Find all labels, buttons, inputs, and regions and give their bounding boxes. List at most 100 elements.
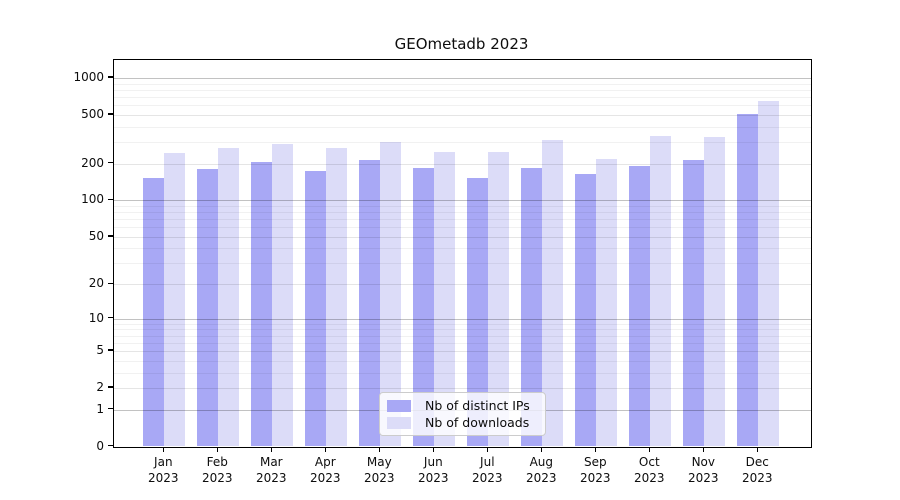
bar-ips-sep xyxy=(575,173,597,447)
y-tick-mark xyxy=(108,386,113,388)
plot-area xyxy=(113,59,812,448)
x-tick-mark xyxy=(378,446,381,452)
bar-ips-jul xyxy=(467,178,489,447)
x-tick-month: Sep xyxy=(583,454,607,469)
bar-downloads-oct xyxy=(650,136,672,447)
y-tick-mark xyxy=(108,408,113,410)
x-tick-label: Nov 2023 xyxy=(671,454,735,487)
y-tick-mark xyxy=(108,349,113,351)
x-tick-label: Apr 2023 xyxy=(293,454,357,487)
x-tick-year: 2023 xyxy=(688,471,719,485)
x-tick-mark xyxy=(648,446,651,452)
bar-downloads-jul xyxy=(488,151,510,447)
chart-title: GEOmetadb 2023 xyxy=(394,35,529,53)
legend-item-distinct-ips: Nb of distinct IPs xyxy=(387,398,538,413)
x-tick-label: Oct 2023 xyxy=(617,454,681,487)
x-tick-label: Feb 2023 xyxy=(185,454,249,487)
bar-downloads-may xyxy=(380,142,402,447)
bar-downloads-jan xyxy=(164,152,186,447)
bar-downloads-mar xyxy=(272,144,294,447)
y-tick-mark xyxy=(108,76,113,78)
legend-item-downloads: Nb of downloads xyxy=(387,415,538,430)
x-tick-year: 2023 xyxy=(526,471,557,485)
legend-swatch-downloads xyxy=(387,416,411,429)
x-tick-year: 2023 xyxy=(472,471,503,485)
x-tick-year: 2023 xyxy=(580,471,611,485)
x-tick-month: Jul xyxy=(480,454,495,469)
x-tick-label: Jun 2023 xyxy=(401,454,465,487)
bar-downloads-jun xyxy=(434,151,456,447)
x-tick-month: Jan xyxy=(154,454,173,469)
bar-downloads-nov xyxy=(704,137,726,447)
x-tick-month: May xyxy=(366,454,392,469)
x-tick-mark xyxy=(594,446,597,452)
legend-label-distinct-ips: Nb of distinct IPs xyxy=(425,398,530,413)
y-tick-mark xyxy=(108,162,113,164)
y-tick-label: 500 xyxy=(81,106,104,121)
y-tick-label: 10 xyxy=(88,310,104,325)
x-tick-month: Dec xyxy=(745,454,769,469)
y-tick-label: 100 xyxy=(81,192,104,207)
bar-ips-aug xyxy=(521,168,543,447)
x-tick-year: 2023 xyxy=(148,471,179,485)
y-tick-label: 2 xyxy=(96,379,104,394)
x-tick-year: 2023 xyxy=(310,471,341,485)
bar-ips-apr xyxy=(305,171,327,447)
y-tick-mark xyxy=(108,282,113,284)
y-tick-mark xyxy=(108,198,113,201)
x-tick-year: 2023 xyxy=(634,471,665,485)
y-tick-label: 50 xyxy=(88,228,104,243)
y-tick-mark xyxy=(108,445,113,447)
x-tick-month: Oct xyxy=(638,454,660,469)
x-tick-label: Dec 2023 xyxy=(725,454,789,487)
x-tick-mark xyxy=(432,446,435,452)
x-tick-mark xyxy=(486,446,489,452)
legend: Nb of distinct IPs Nb of downloads xyxy=(379,392,546,436)
bar-ips-feb xyxy=(197,169,219,447)
x-tick-year: 2023 xyxy=(256,471,287,485)
y-tick-label: 1 xyxy=(96,401,104,416)
y-tick-mark xyxy=(108,317,113,319)
bar-downloads-dec xyxy=(758,100,780,447)
bar-downloads-aug xyxy=(542,140,564,447)
x-tick-month: Aug xyxy=(529,454,554,469)
y-tick-label: 200 xyxy=(81,155,104,170)
bar-downloads-feb xyxy=(218,148,240,447)
x-tick-year: 2023 xyxy=(202,471,233,485)
bar-downloads-sep xyxy=(596,158,618,447)
legend-swatch-distinct-ips xyxy=(387,399,411,412)
x-tick-label: Sep 2023 xyxy=(563,454,627,487)
bar-ips-jun xyxy=(413,168,435,447)
x-tick-mark xyxy=(270,446,273,452)
bar-ips-oct xyxy=(629,166,651,447)
bars-layer xyxy=(114,60,811,447)
legend-label-downloads: Nb of downloads xyxy=(425,415,530,430)
x-tick-mark xyxy=(324,446,327,452)
x-tick-month: Nov xyxy=(691,454,715,469)
y-tick-label: 20 xyxy=(88,276,104,291)
x-tick-label: Jan 2023 xyxy=(131,454,195,487)
y-tick-label: 5 xyxy=(96,342,104,357)
x-tick-mark xyxy=(162,446,165,452)
x-tick-mark xyxy=(216,446,219,452)
x-tick-year: 2023 xyxy=(742,471,773,485)
x-tick-month: Apr xyxy=(314,454,336,469)
x-tick-month: Feb xyxy=(206,454,228,469)
bar-ips-dec xyxy=(737,114,759,447)
x-tick-month: Jun xyxy=(423,454,443,469)
bar-ips-jan xyxy=(143,178,165,447)
bar-ips-may xyxy=(359,160,381,447)
bar-ips-mar xyxy=(251,161,273,447)
bar-downloads-apr xyxy=(326,147,348,447)
x-tick-year: 2023 xyxy=(418,471,449,485)
bar-ips-nov xyxy=(683,160,705,447)
x-tick-month: Mar xyxy=(259,454,283,469)
y-tick-label: 0 xyxy=(96,438,104,453)
x-tick-label: Aug 2023 xyxy=(509,454,573,487)
x-tick-mark xyxy=(756,446,759,452)
x-tick-label: Jul 2023 xyxy=(455,454,519,487)
x-tick-mark xyxy=(702,446,705,452)
y-tick-mark xyxy=(108,235,113,237)
x-tick-label: May 2023 xyxy=(347,454,411,487)
